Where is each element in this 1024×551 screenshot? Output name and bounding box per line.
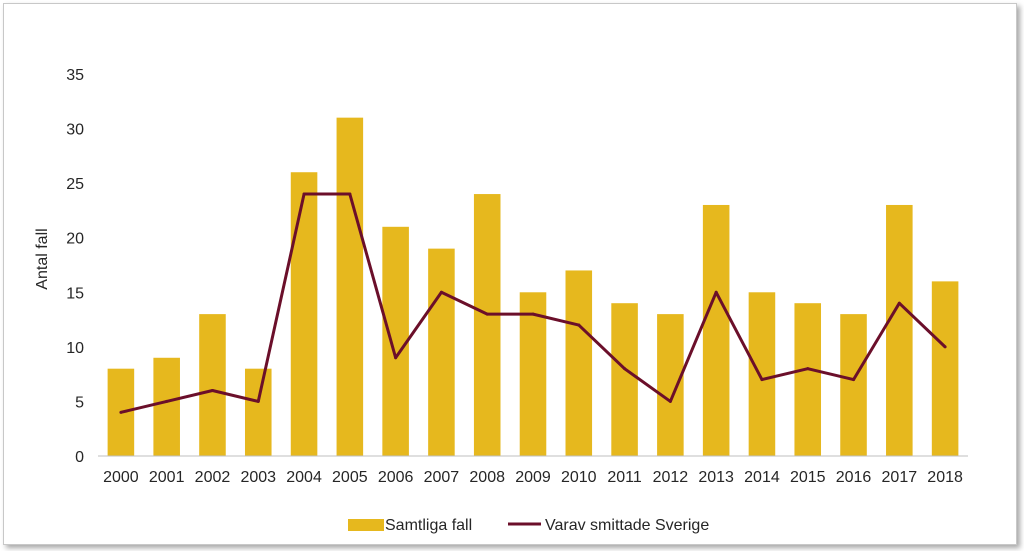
x-tick-label: 2001 bbox=[149, 469, 185, 486]
line-point-2011 bbox=[623, 367, 627, 371]
line-point-2017 bbox=[897, 301, 901, 305]
line-point-2009 bbox=[531, 312, 535, 316]
line-series bbox=[119, 192, 947, 414]
y-tick-label: 15 bbox=[66, 285, 84, 302]
bar-2001 bbox=[153, 357, 180, 456]
legend-label-varav-smittade-sverige: Varav smittade Sverige bbox=[545, 517, 709, 534]
y-axis-title-group: Antal fall bbox=[34, 228, 51, 289]
x-tick-label: 2015 bbox=[790, 469, 826, 486]
bar-2010 bbox=[565, 270, 593, 456]
legend-swatch-samtliga-fall bbox=[348, 519, 384, 531]
line-point-2004 bbox=[302, 192, 306, 196]
y-tick-label: 20 bbox=[66, 231, 84, 248]
x-tick-label: 2005 bbox=[332, 469, 368, 486]
x-tick-label: 2008 bbox=[469, 469, 505, 486]
bar-2004 bbox=[290, 172, 318, 456]
line-point-2015 bbox=[806, 367, 810, 371]
x-tick-label: 2011 bbox=[607, 469, 642, 486]
bar-2002 bbox=[199, 314, 226, 456]
y-tick-label: 10 bbox=[66, 340, 84, 357]
x-tick-label: 2006 bbox=[378, 469, 414, 486]
line-point-2008 bbox=[485, 312, 489, 316]
y-tick-label: 5 bbox=[75, 394, 84, 411]
line-point-2000 bbox=[119, 410, 123, 414]
x-tick-label: 2010 bbox=[561, 469, 597, 486]
line-point-2005 bbox=[348, 192, 352, 196]
x-tick-label: 2012 bbox=[653, 469, 689, 486]
x-tick-label: 2014 bbox=[744, 469, 780, 486]
x-tick-label: 2009 bbox=[515, 469, 551, 486]
bar-2014 bbox=[748, 292, 776, 456]
x-tick-label: 2007 bbox=[424, 469, 460, 486]
legend: Samtliga fall Varav smittade Sverige bbox=[348, 517, 709, 534]
line-point-2013 bbox=[714, 290, 718, 294]
line-point-2018 bbox=[943, 345, 947, 349]
line-point-2014 bbox=[760, 378, 764, 382]
line-point-2006 bbox=[394, 356, 398, 360]
legend-label-samtliga-fall: Samtliga fall bbox=[385, 517, 472, 534]
chart-frame: Antal fall 0 5 10 15 20 25 30 35 2000 2001 2002 20… bbox=[3, 3, 1017, 545]
line-point-2010 bbox=[577, 323, 581, 327]
x-tick-label: 2004 bbox=[286, 469, 322, 486]
bar-2003 bbox=[244, 368, 272, 456]
line-point-2016 bbox=[852, 378, 856, 382]
bar-2015 bbox=[794, 303, 822, 456]
bar-2011 bbox=[611, 303, 638, 456]
x-tick-label: 2000 bbox=[103, 469, 139, 486]
line-point-2003 bbox=[256, 399, 260, 403]
bar-2007 bbox=[428, 248, 455, 456]
y-tick-label: 0 bbox=[75, 449, 84, 466]
bar-2009 bbox=[519, 292, 547, 456]
x-axis-ticks: 2000 2001 2002 2003 2004 2005 2006 2007 2008 2009… bbox=[103, 469, 963, 486]
bar-series bbox=[107, 117, 959, 457]
x-tick-label: 2002 bbox=[195, 469, 231, 486]
y-axis-title: Antal fall bbox=[34, 228, 51, 289]
bar-2012 bbox=[657, 314, 684, 456]
x-tick-label: 2013 bbox=[698, 469, 734, 486]
x-tick-label: 2003 bbox=[240, 469, 276, 486]
x-tick-label: 2018 bbox=[927, 469, 963, 486]
y-tick-label: 25 bbox=[66, 176, 84, 193]
x-tick-label: 2017 bbox=[882, 469, 918, 486]
bar-2008 bbox=[473, 194, 501, 457]
x-tick-label: 2016 bbox=[836, 469, 872, 486]
y-axis-ticks: 0 5 10 15 20 25 30 35 bbox=[66, 67, 84, 466]
bar-2006 bbox=[382, 226, 409, 456]
bar-2017 bbox=[886, 204, 913, 456]
bar-2013 bbox=[702, 204, 730, 456]
line-point-2001 bbox=[165, 399, 169, 403]
line-point-2002 bbox=[210, 389, 214, 393]
bar-2016 bbox=[840, 314, 867, 456]
bar-2005 bbox=[336, 117, 364, 457]
bar-2018 bbox=[931, 281, 959, 456]
y-tick-label: 35 bbox=[66, 67, 84, 84]
line-point-2012 bbox=[668, 399, 672, 403]
line-point-2007 bbox=[439, 290, 443, 294]
y-tick-label: 30 bbox=[66, 122, 84, 139]
